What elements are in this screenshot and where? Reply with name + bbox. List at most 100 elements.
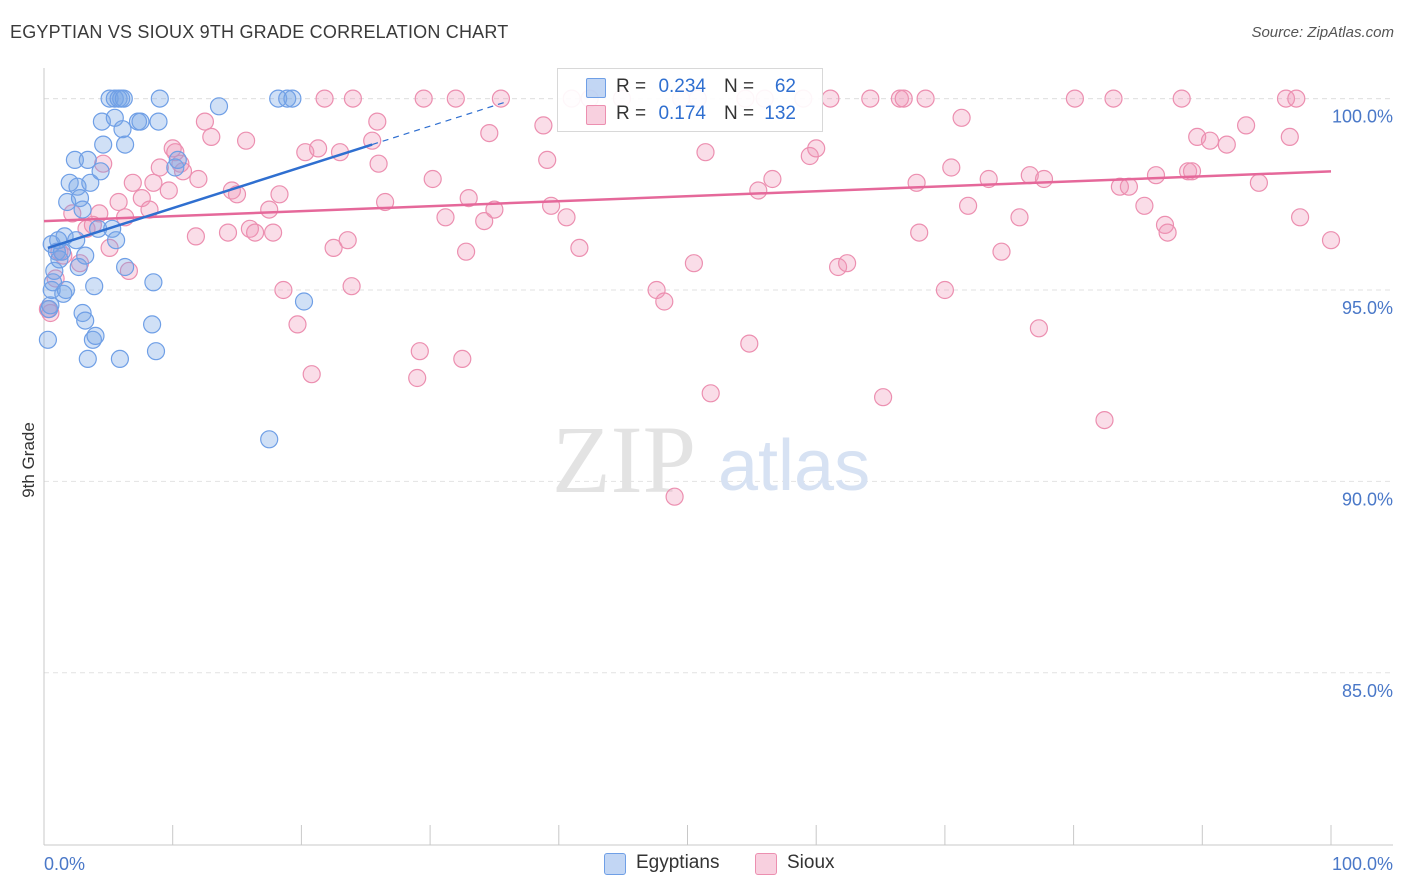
point-sioux (457, 242, 476, 261)
point-sioux (270, 185, 289, 204)
point-sioux (491, 89, 510, 108)
point-sioux (1065, 89, 1085, 108)
point-sioux (541, 196, 561, 215)
point-sioux (837, 254, 857, 273)
legend-row-sioux: R = 0.174 N = 132 (558, 101, 822, 127)
point-sioux (665, 487, 684, 506)
point-egyptians (38, 330, 58, 349)
point-egyptians (283, 89, 302, 108)
point-egyptians (115, 135, 135, 154)
point-sioux (1034, 169, 1054, 189)
point-sioux (1172, 89, 1191, 108)
watermark-zip: ZIP (552, 406, 696, 513)
point-sioux (237, 131, 256, 150)
point-sioux (343, 89, 362, 108)
point-egyptians (91, 162, 110, 181)
point-sioux (408, 368, 427, 388)
point-sioux (480, 124, 499, 143)
point-sioux (202, 127, 221, 146)
point-sioux (302, 365, 321, 384)
point-sioux (369, 154, 388, 173)
point-sioux (218, 223, 238, 242)
trend-lines (43, 100, 1332, 250)
y-axis-label: 9th Grade (19, 422, 38, 498)
series-label-egyptians: Egyptians (636, 852, 720, 873)
legend-n-value: 62 (774, 76, 796, 97)
point-egyptians (65, 150, 85, 169)
point-sioux (942, 158, 961, 177)
stats-legend: R = 0.234 N = 62 R = 0.174 N = 132 (557, 68, 823, 132)
data-points (38, 89, 1341, 506)
point-sioux (485, 200, 504, 219)
point-sioux (894, 89, 913, 108)
point-sioux (246, 223, 265, 242)
point-sioux (1290, 208, 1310, 227)
point-egyptians (143, 315, 162, 334)
chart-title: EGYPTIAN VS SIOUX 9TH GRADE CORRELATION … (10, 22, 509, 42)
point-sioux (1029, 319, 1049, 338)
point-sioux (763, 169, 782, 189)
point-sioux (538, 150, 557, 169)
point-sioux (807, 139, 826, 158)
legend-r-label: R = (616, 76, 647, 97)
point-sioux (1104, 89, 1123, 108)
point-egyptians (149, 112, 168, 131)
point-egyptians (150, 89, 169, 108)
point-sioux (749, 181, 768, 200)
y-tick-label: 95.0% (1342, 298, 1393, 318)
point-sioux (410, 342, 429, 361)
point-sioux (890, 89, 910, 108)
point-egyptians (294, 292, 314, 311)
y-tick-label: 90.0% (1342, 489, 1393, 509)
point-egyptians (168, 150, 187, 169)
point-sioux (453, 349, 472, 368)
legend-r-value: 0.234 (658, 76, 706, 97)
point-sioux (828, 257, 848, 277)
point-sioux (288, 315, 307, 334)
y-tick-label: 85.0% (1342, 681, 1393, 701)
point-sioux (1249, 173, 1269, 192)
series-swatch-sioux (755, 853, 777, 875)
point-sioux (63, 204, 82, 223)
point-sioux (916, 89, 935, 108)
point-sioux (873, 388, 893, 407)
point-sioux (109, 192, 128, 212)
point-sioux (446, 89, 465, 108)
grid-lines: 85.0% 90.0% 95.0% 100.0% (44, 98, 1393, 701)
point-sioux (1321, 231, 1341, 250)
legend-n-label: N = (724, 103, 755, 124)
point-egyptians (69, 257, 88, 277)
point-sioux (800, 146, 819, 166)
point-sioux (186, 227, 205, 246)
trend-line-egyptians-extension (372, 100, 508, 146)
point-egyptians (73, 200, 92, 219)
point-egyptians (114, 89, 133, 108)
point-sioux (159, 181, 178, 200)
point-egyptians (131, 112, 150, 131)
point-sioux (144, 173, 163, 192)
point-sioux (1236, 116, 1256, 135)
point-egyptians (278, 89, 297, 108)
series-swatch-egyptians (604, 853, 626, 875)
point-egyptians (115, 257, 135, 277)
point-sioux (1280, 127, 1299, 146)
point-sioux (475, 212, 494, 231)
axes (43, 68, 1393, 846)
trend-line-sioux (43, 170, 1332, 223)
point-sioux (557, 208, 576, 227)
point-sioux (459, 189, 478, 208)
point-sioux (414, 89, 433, 108)
chart-source: Source: ZipAtlas.com (1251, 24, 1394, 41)
point-egyptians (85, 277, 104, 296)
point-sioux (274, 280, 293, 300)
point-egyptians (110, 349, 130, 368)
series-legend: Egyptians Sioux (0, 850, 1406, 880)
legend-r-value: 0.174 (658, 103, 706, 124)
point-egyptians (56, 280, 76, 300)
point-sioux (821, 89, 840, 108)
point-sioux (1217, 135, 1236, 154)
point-sioux (260, 200, 279, 219)
point-sioux (368, 112, 387, 131)
point-sioux (958, 196, 978, 215)
